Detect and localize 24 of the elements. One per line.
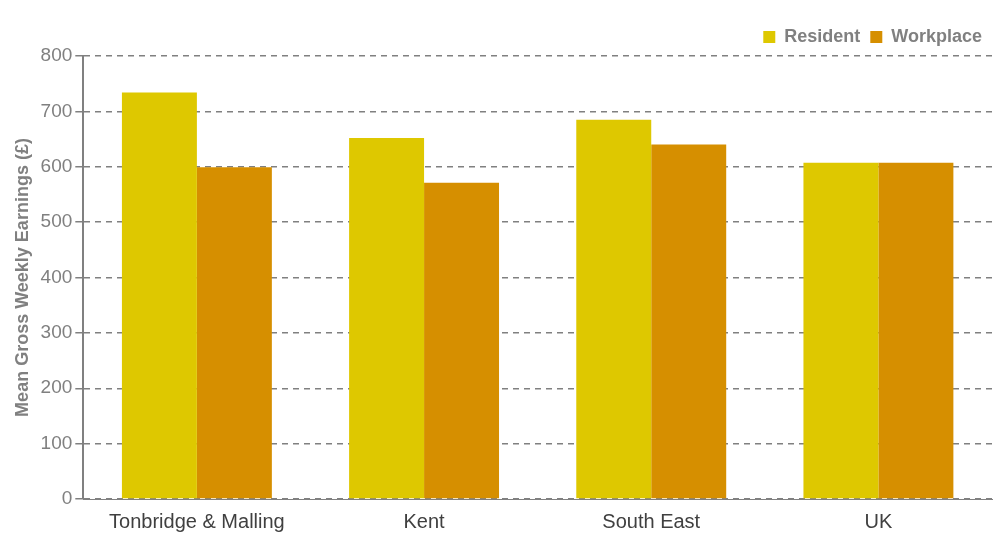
legend-label: Workplace: [891, 25, 982, 46]
bar: [424, 182, 500, 499]
y-tick-label: 100: [40, 431, 73, 453]
bar: [349, 137, 425, 499]
bar: [651, 144, 727, 499]
x-tick-label: South East: [602, 509, 701, 532]
legend-label: Resident: [784, 25, 861, 46]
bar: [803, 162, 879, 499]
y-tick-label: 500: [40, 210, 73, 232]
bar: [878, 162, 954, 499]
y-tick-label: 300: [40, 321, 73, 343]
y-tick-label: 700: [40, 99, 73, 121]
bar: [196, 167, 272, 499]
y-tick-label: 0: [61, 487, 73, 509]
y-axis-title: Mean Gross Weekly Earnings (£): [11, 138, 32, 417]
y-tick-label: 600: [40, 154, 73, 176]
bar: [576, 119, 652, 499]
bar: [121, 92, 197, 499]
x-tick-label: Kent: [403, 509, 446, 532]
x-tick-label: UK: [864, 509, 893, 532]
y-tick-label: 200: [40, 376, 73, 398]
y-tick-label: 800: [40, 44, 73, 66]
y-tick-label: 400: [40, 265, 73, 287]
x-tick-label: Tonbridge & Malling: [109, 509, 285, 532]
